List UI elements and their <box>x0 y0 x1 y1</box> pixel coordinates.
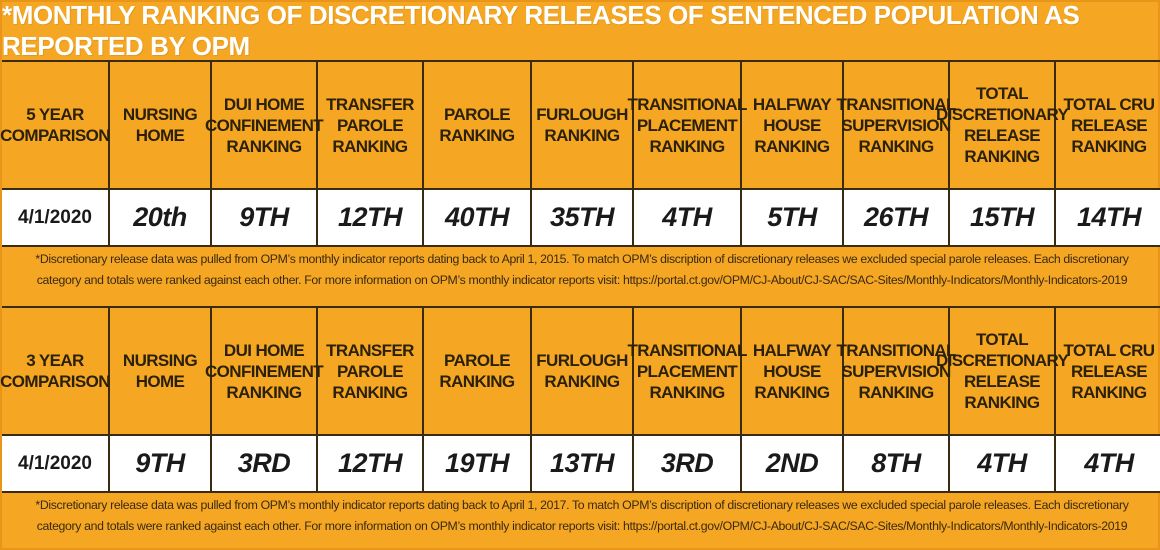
value-total-cru-release: 14TH <box>1056 190 1160 245</box>
header-transitional-placement: TRANSITIONAL PLACEMENT RANKING <box>627 62 747 188</box>
header-parole: PAROLE RANKING <box>424 62 532 188</box>
value-parole: 19TH <box>424 436 532 491</box>
header-dui-home-confinement: DUI HOME CONFINEMENT RANKING <box>205 62 324 188</box>
value-total-discretionary-release: 15TH <box>950 190 1056 245</box>
footnote: *Discretionary release data was pulled f… <box>35 498 1129 533</box>
value-halfway-house: 5TH <box>742 190 844 245</box>
header-dui-home-confinement: DUI HOME CONFINEMENT RANKING <box>205 308 324 434</box>
header-transitional-supervision: TRANSITIONAL SUPERVISION RANKING <box>836 308 956 434</box>
value-furlough: 35TH <box>532 190 634 245</box>
value-transfer-parole: 12TH <box>318 190 424 245</box>
page-title: *MONTHLY RANKING OF DISCRETIONARY RELEAS… <box>2 0 1080 61</box>
value-parole: 40TH <box>424 190 532 245</box>
table-divider <box>2 60 1160 62</box>
header-transitional-supervision: TRANSITIONAL SUPERVISION RANKING <box>836 62 956 188</box>
table-divider <box>2 491 1160 493</box>
value-halfway-house: 2ND <box>742 436 844 491</box>
value-dui-home-confinement: 3RD <box>212 436 318 491</box>
table-divider <box>2 434 1160 436</box>
ranking-table-2: 3 YEAR COMPARISON NURSING HOME DUI HOME CO… <box>0 306 1160 545</box>
header-total-discretionary-release: TOTAL DISCRETIONARY RELEASE RANKING <box>936 62 1069 188</box>
value-total-cru-release: 4TH <box>1056 436 1160 491</box>
header-furlough: FURLOUGH RANKING <box>532 62 634 188</box>
header-transfer-parole: TRANSFER PAROLE RANKING <box>318 62 424 188</box>
header-total-cru-release: TOTAL CRU RELEASE RANKING <box>1063 94 1156 156</box>
header-comparison: 5 YEAR COMPARISON <box>0 62 111 188</box>
table-divider <box>2 245 1160 247</box>
value-date: 4/1/2020 <box>2 190 110 245</box>
header-halfway-house: HALFWAY HOUSE RANKING <box>742 62 844 188</box>
header-halfway-house: HALFWAY HOUSE RANKING <box>742 308 844 434</box>
header-total-discretionary-release: TOTAL DISCRETIONARY RELEASE RANKING <box>936 308 1069 434</box>
table-divider <box>2 306 1160 308</box>
ranking-table-1: 5 YEAR COMPARISON NURSING HOME DUI HOME CO… <box>0 60 1160 299</box>
value-transitional-placement: 3RD <box>634 436 742 491</box>
value-transitional-supervision: 26TH <box>844 190 950 245</box>
value-furlough: 13TH <box>532 436 634 491</box>
header-nursing-home: NURSING HOME <box>110 308 212 434</box>
header-comparison: 3 YEAR COMPARISON <box>0 308 111 434</box>
header-total-cru-release: TOTAL CRU RELEASE RANKING <box>1063 340 1156 402</box>
footnote: *Discretionary release data was pulled f… <box>35 252 1129 287</box>
header-transitional-placement: TRANSITIONAL PLACEMENT RANKING <box>627 308 747 434</box>
value-dui-home-confinement: 9TH <box>212 190 318 245</box>
header-transfer-parole: TRANSFER PAROLE RANKING <box>318 308 424 434</box>
value-total-discretionary-release: 4TH <box>950 436 1056 491</box>
header-furlough: FURLOUGH RANKING <box>532 308 634 434</box>
value-date: 4/1/2020 <box>2 436 110 491</box>
header-nursing-home: NURSING HOME <box>110 62 212 188</box>
header-parole: PAROLE RANKING <box>424 308 532 434</box>
value-nursing-home: 20th <box>110 190 212 245</box>
table-divider <box>2 188 1160 190</box>
value-transfer-parole: 12TH <box>318 436 424 491</box>
value-transitional-supervision: 8TH <box>844 436 950 491</box>
value-nursing-home: 9TH <box>110 436 212 491</box>
value-transitional-placement: 4TH <box>634 190 742 245</box>
